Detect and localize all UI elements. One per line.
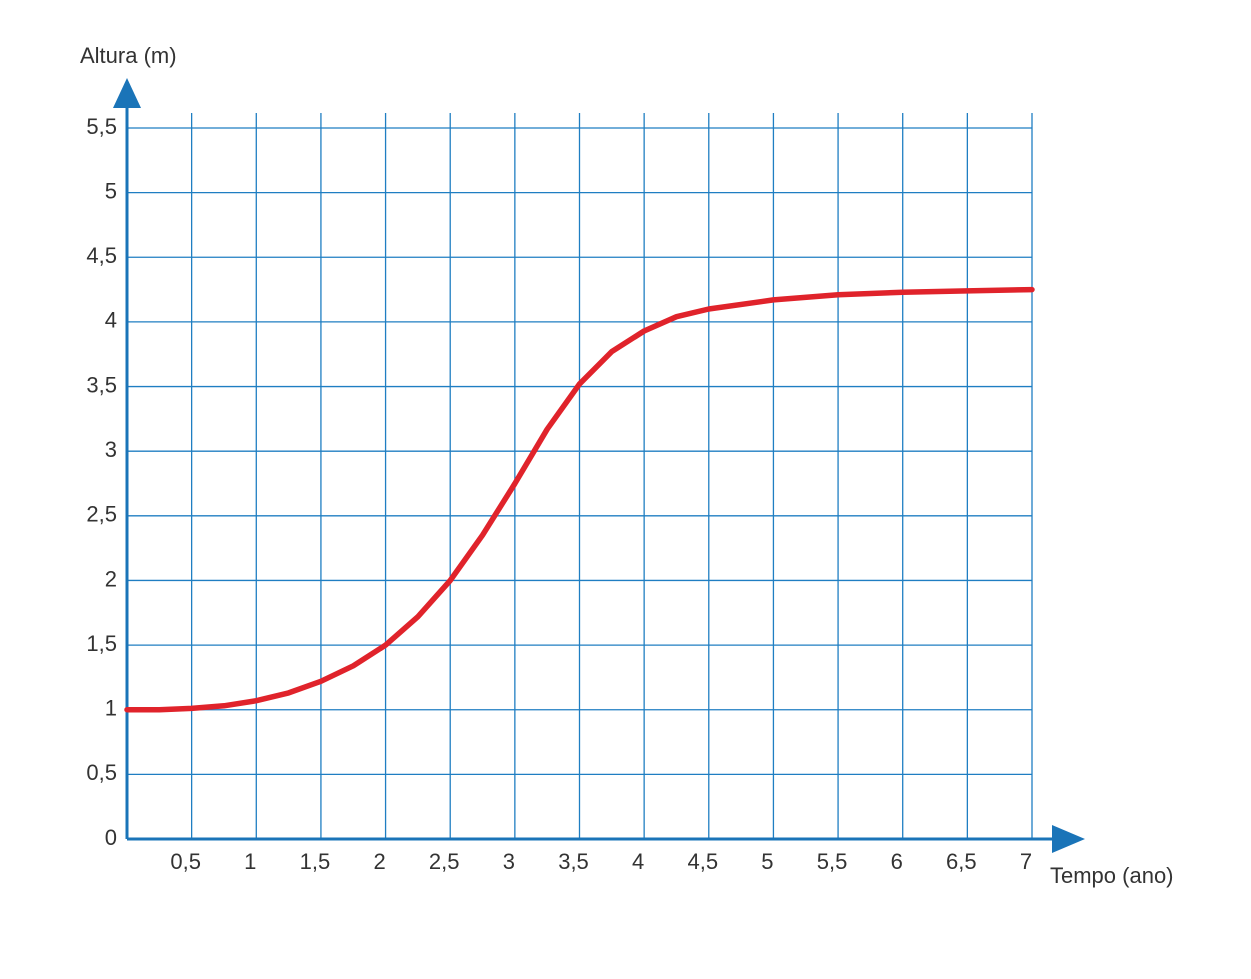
- y-tick-label: 2,5: [86, 502, 117, 527]
- x-tick-label: 1,5: [300, 849, 331, 874]
- y-tick-label: 0: [105, 825, 117, 850]
- x-tick-label: 3,5: [558, 849, 589, 874]
- y-tick-label: 5,5: [86, 114, 117, 139]
- y-axis-label: Altura (m): [80, 43, 177, 68]
- x-tick-label: 7: [1020, 849, 1032, 874]
- y-tick-label: 4: [105, 308, 117, 333]
- x-axis-label: Tempo (ano): [1050, 863, 1174, 888]
- x-tick-label: 6: [891, 849, 903, 874]
- data-line: [124, 286, 1035, 713]
- x-tick-label: 3: [503, 849, 515, 874]
- x-tick-label: 4: [632, 849, 644, 874]
- x-tick-label: 5,5: [817, 849, 848, 874]
- y-tick-label: 1: [105, 696, 117, 721]
- x-tick-label: 5: [761, 849, 773, 874]
- x-axis-arrow: [1052, 825, 1085, 853]
- y-tick-label: 1,5: [86, 631, 117, 656]
- x-tick-label: 1: [244, 849, 256, 874]
- x-tick-label: 2,5: [429, 849, 460, 874]
- y-tick-label: 3,5: [86, 372, 117, 397]
- x-tick-label: 2: [373, 849, 385, 874]
- y-tick-label: 5: [105, 178, 117, 203]
- y-tick-label: 4,5: [86, 243, 117, 268]
- y-axis-arrow: [113, 78, 141, 108]
- y-tick-label: 3: [105, 437, 117, 462]
- y-tick-label: 0,5: [86, 760, 117, 785]
- y-tick-label: 2: [105, 566, 117, 591]
- x-tick-label: 0,5: [170, 849, 201, 874]
- x-tick-label: 4,5: [687, 849, 718, 874]
- x-tick-label: 6,5: [946, 849, 977, 874]
